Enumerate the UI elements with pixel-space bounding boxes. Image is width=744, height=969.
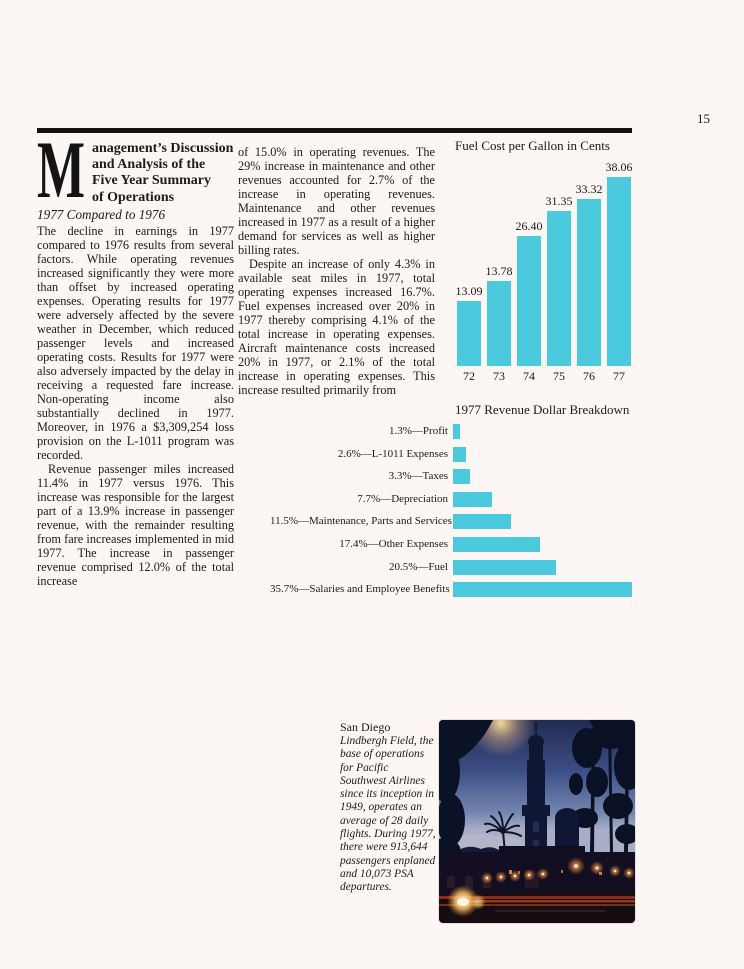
fuel-chart-title: Fuel Cost per Gallon in Cents <box>455 138 610 153</box>
fuel-axis-label: 77 <box>613 369 625 383</box>
photo-caption-body: Lindbergh Field, the base of operations … <box>340 735 436 894</box>
revenue-row: 20.5%—Fuel <box>270 559 650 575</box>
revenue-bar <box>453 514 511 530</box>
fuel-bar-group: 31.35 <box>546 194 573 366</box>
fuel-bar-group: 38.06 <box>606 160 633 366</box>
san-diego-night-photo <box>439 720 635 923</box>
photo-caption: San Diego Lindbergh Field, the base of o… <box>340 720 437 895</box>
fuel-bar-value-label: 26.40 <box>515 219 543 233</box>
fuel-bar-group: 13.09 <box>456 284 483 366</box>
fuel-chart-axis: 72 73 74 75 76 77 <box>451 369 637 384</box>
revenue-row: 35.7%—Salaries and Employee Benefits <box>270 582 650 598</box>
revenue-row: 17.4%—Other Expenses <box>270 536 650 552</box>
revenue-bar <box>453 491 492 507</box>
fuel-axis-label: 74 <box>523 369 535 383</box>
fuel-bar <box>517 236 541 366</box>
balboa-tower-photo-illustration <box>439 720 635 923</box>
top-rule <box>37 128 632 133</box>
revenue-row-label: 17.4%—Other Expenses <box>339 537 448 550</box>
revenue-row: 7.7%—Depreciation <box>270 491 650 507</box>
revenue-bar <box>453 424 460 439</box>
fuel-bar-group: 13.78 <box>486 264 513 366</box>
revenue-row-label: 1.3%—Profit <box>389 425 448 437</box>
fuel-axis-label: 73 <box>493 369 505 383</box>
text-column-left: M anagement’s Discussion and Analysis of… <box>37 141 234 588</box>
fuel-bar-group: 26.40 <box>516 219 543 366</box>
article-title-line: Five Year Summary <box>92 173 211 189</box>
fuel-bar <box>577 199 601 366</box>
body-paragraph: The decline in earnings in 1977 compared… <box>37 223 234 462</box>
fuel-bar-value-label: 13.78 <box>485 264 513 278</box>
fuel-bar-value-label: 33.32 <box>575 182 603 196</box>
fuel-bar <box>547 211 571 366</box>
article-title-line: and Analysis of the <box>92 157 206 173</box>
revenue-row: 1.3%—Profit <box>270 424 650 439</box>
fuel-bar-value-label: 38.06 <box>605 160 633 174</box>
revenue-row-label: 7.7%—Depreciation <box>357 492 448 505</box>
revenue-chart-title: 1977 Revenue Dollar Breakdown <box>455 402 630 417</box>
revenue-bar <box>453 536 540 552</box>
revenue-row-label: 3.3%—Taxes <box>388 470 448 483</box>
fuel-bar <box>487 281 511 366</box>
revenue-row-label: 20.5%—Fuel <box>389 560 448 573</box>
article-subtitle: 1977 Compared to 1976 <box>37 206 166 222</box>
text-column-middle: of 15.0% in operating revenues. The 29% … <box>238 145 435 397</box>
revenue-row: 2.6%—L-1011 Expenses <box>270 446 650 462</box>
dropcap-m: M <box>37 143 85 199</box>
revenue-row-label: 2.6%—L-1011 Expenses <box>337 447 448 460</box>
fuel-bar-value-label: 13.09 <box>455 284 483 298</box>
page-number: 15 <box>697 111 710 126</box>
revenue-bar <box>453 446 466 462</box>
revenue-row: 11.5%—Maintenance, Parts and Services <box>270 514 650 530</box>
body-paragraph: of 15.0% in operating revenues. The 29% … <box>238 145 435 257</box>
revenue-row-label: 11.5%—Maintenance, Parts and Services <box>270 515 452 528</box>
article-title-line: of Operations <box>92 189 175 205</box>
fuel-bar-group: 33.32 <box>576 182 603 366</box>
revenue-row-label: 35.7%—Salaries and Employee Benefits <box>270 583 450 596</box>
dropcap-letter: M <box>37 143 85 199</box>
fuel-axis-label: 76 <box>583 369 595 383</box>
revenue-row: 3.3%—Taxes <box>270 469 650 485</box>
photo-caption-title: San Diego <box>340 720 391 734</box>
body-paragraph: Revenue passenger miles increased 11.4% … <box>37 461 234 588</box>
fuel-chart-bars: 13.09 13.78 26.40 31.35 33.32 38.06 <box>451 158 637 366</box>
revenue-breakdown-chart: 1977 Revenue Dollar Breakdown 1.3%—Profi… <box>270 402 650 605</box>
article-title-line: anagement’s Discussion <box>92 141 234 156</box>
body-paragraph: Despite an increase of only 4.3% in avai… <box>238 257 435 397</box>
fuel-bar-value-label: 31.35 <box>545 194 573 208</box>
revenue-chart-rows: 1.3%—Profit 2.6%—L-1011 Expenses 3.3%—Taxe… <box>270 424 650 598</box>
fuel-axis-label: 72 <box>463 369 475 383</box>
fuel-bar <box>457 301 481 366</box>
fuel-cost-chart: Fuel Cost per Gallon in Cents 13.09 13.78… <box>451 138 637 384</box>
fuel-bar <box>607 177 631 366</box>
fuel-axis-label: 75 <box>553 369 565 383</box>
revenue-bar <box>453 559 556 575</box>
revenue-bar <box>453 469 470 485</box>
revenue-bar <box>453 582 632 598</box>
